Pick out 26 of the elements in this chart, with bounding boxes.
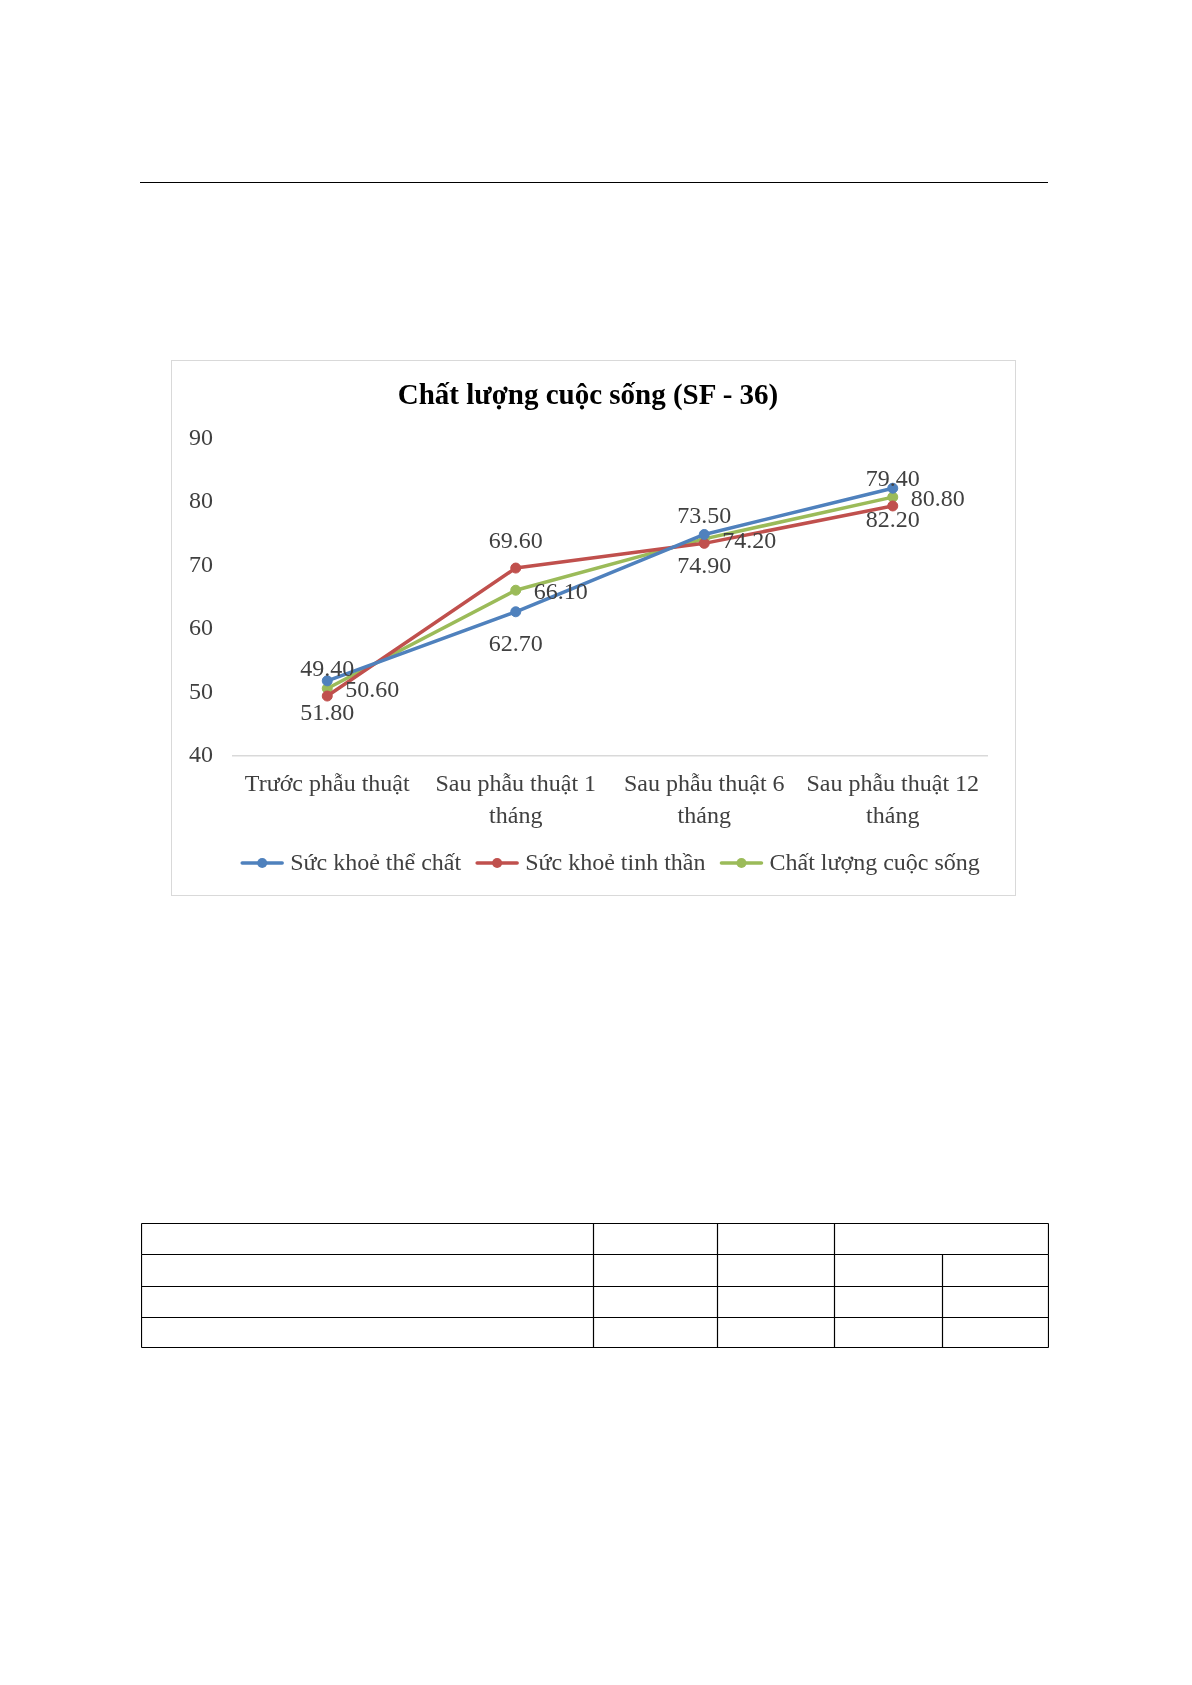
y-tick-label: 80 <box>189 487 213 514</box>
y-tick-label: 40 <box>189 740 213 767</box>
point <box>887 500 899 512</box>
legend-label: Sức khoẻ thể chất <box>290 849 462 876</box>
legend-label: Sức khoẻ tinh thần <box>525 849 706 876</box>
data-label: 62.70 <box>488 629 543 656</box>
point <box>698 528 710 540</box>
y-tick-label: 60 <box>189 614 213 641</box>
x-tick-label: Sau phẫu thuật 1 tháng <box>435 770 597 828</box>
y-tick-label: 90 <box>189 424 213 451</box>
data-label: 74.20 <box>722 526 777 553</box>
y-tick-label: 70 <box>189 550 213 577</box>
y-tick-label: 50 <box>189 677 213 704</box>
point <box>321 675 333 687</box>
data-label: 74.90 <box>677 552 732 579</box>
point <box>321 690 333 702</box>
legend-label: Chất lượng cuộc sống <box>769 849 980 876</box>
chart-title: Chất lượng cuộc sống (SF - 36) <box>397 377 779 411</box>
point <box>510 584 522 596</box>
point <box>510 606 522 618</box>
data-label: 69.60 <box>488 527 543 554</box>
point <box>510 562 522 574</box>
x-tick-label: Trước phẫu thuật <box>244 770 410 797</box>
x-tick-label: Sau phẫu thuật 12 tháng <box>806 770 980 828</box>
data-label: 73.50 <box>677 502 732 529</box>
x-tick-label: Sau phẫu thuật 6 tháng <box>623 770 785 828</box>
